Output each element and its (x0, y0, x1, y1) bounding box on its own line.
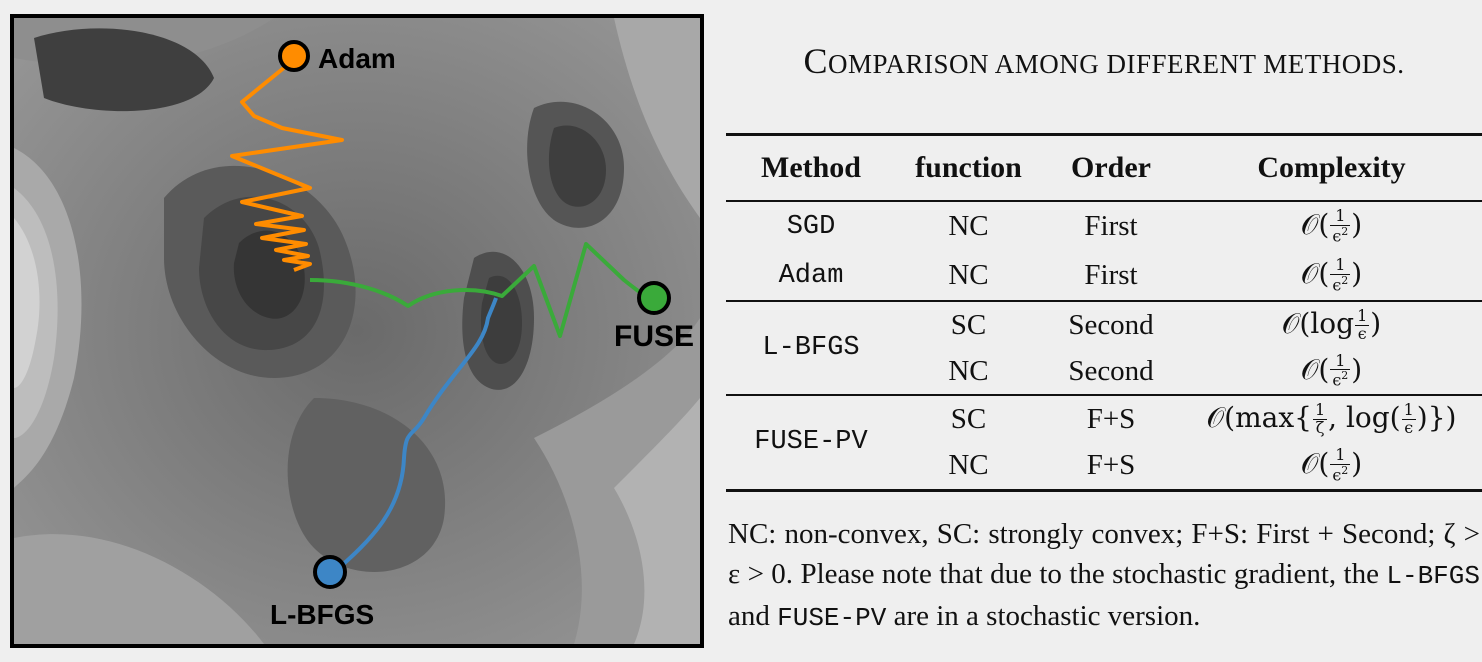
group-lbfgs: L-BFGS SC Second 𝒪(log 1 ϵ) NC Second 𝒪(1 ϵ… (726, 301, 1482, 395)
cell-complexity: 𝒪(max{1 ζ, log(1 ϵ)}) (1181, 395, 1482, 442)
fuse-trajectory (309, 242, 655, 338)
cell-method: L-BFGS (762, 333, 860, 363)
cell-order: First (1084, 210, 1138, 242)
caption-initial: C (803, 41, 828, 81)
cell-complexity: 𝒪(1 ϵ2) (1181, 201, 1482, 251)
complexity-formula: 𝒪(max{1 ζ, log(1 ϵ)}) (1206, 400, 1457, 438)
cell-order: Second (1068, 354, 1154, 387)
complexity-formula: 𝒪(1 ϵ2) (1300, 206, 1363, 246)
table-row: Adam NC First 𝒪(1 ϵ2) (726, 251, 1482, 301)
cell-order: Second (1068, 308, 1154, 341)
comparison-panel: COMPARISON AMONG DIFFERENT METHODS. Meth… (726, 0, 1482, 662)
cell-method: SGD (786, 211, 836, 242)
cell-order: F+S (1086, 402, 1136, 435)
note-text-1: NC: non-convex, SC: strongly convex; F+S… (728, 518, 1480, 590)
cell-method: Adam (778, 260, 844, 291)
table-row: NC Second 𝒪(1 ϵ2) (726, 348, 1482, 395)
table-caption: COMPARISON AMONG DIFFERENT METHODS. (726, 40, 1482, 82)
adam-start-marker (278, 40, 310, 72)
complexity-formula: 𝒪(1 ϵ2) (1300, 444, 1363, 484)
header-function: function (915, 151, 1022, 184)
lbfgs-label: L-BFGS (270, 599, 374, 630)
complexity-formula: 𝒪(1 ϵ2) (1300, 350, 1363, 390)
complexity-formula: 𝒪(1 ϵ2) (1300, 255, 1363, 295)
adam-label: Adam (318, 43, 396, 74)
comparison-table: Method function Order Complexity SGD NC … (726, 133, 1482, 492)
table-footnote: NC: non-convex, SC: strongly convex; F+S… (728, 514, 1480, 638)
fuse-start-marker (637, 281, 671, 315)
table-row: SGD NC First 𝒪(1 ϵ2) (726, 201, 1482, 251)
cell-function: NC (948, 210, 989, 242)
note-text-2: and (728, 600, 778, 632)
cell-complexity: 𝒪(1 ϵ2) (1181, 348, 1482, 395)
lbfgs-start-marker (313, 555, 347, 589)
cell-function: NC (948, 259, 989, 291)
header-method: Method (761, 151, 861, 184)
cell-order: First (1084, 259, 1138, 291)
table-row: NC F+S 𝒪(1 ϵ2) (726, 442, 1482, 490)
fuse-label: FUSE (614, 320, 694, 353)
caption-rest: OMPARISON AMONG DIFFERENT METHODS. (827, 49, 1405, 79)
contour-bands (14, 18, 700, 644)
cell-method: FUSE-PV (754, 427, 868, 458)
cell-complexity: 𝒪(log 1 ϵ) (1181, 301, 1482, 348)
note-text-3: are in a stochastic version. (886, 600, 1201, 632)
cell-function: NC (948, 448, 989, 481)
cell-function: SC (950, 402, 987, 435)
table-row: FUSE-PV SC F+S 𝒪(max{1 ζ, log(1 ϵ)}) (726, 395, 1482, 457)
cell-order: F+S (1086, 448, 1136, 481)
landscape-svg: Adam FUSE L-BFGS (14, 18, 700, 644)
group-fuse-pv: FUSE-PV SC F+S 𝒪(max{1 ζ, log(1 ϵ)}) NC F+… (726, 395, 1482, 490)
complexity-formula: 𝒪(log 1 ϵ) (1281, 306, 1382, 344)
note-code-lbfgs: L-BFGS (1386, 561, 1480, 591)
cell-complexity: 𝒪(1 ϵ2) (1181, 442, 1482, 490)
loss-landscape-figure: Adam FUSE L-BFGS (10, 14, 704, 648)
note-code-fuse: FUSE-PV (777, 603, 887, 633)
group-first-order: SGD NC First 𝒪(1 ϵ2) Adam NC First 𝒪(1 ϵ2) (726, 201, 1482, 301)
lbfgs-trajectory (330, 297, 498, 576)
adam-trajectory (230, 56, 344, 272)
table-row: L-BFGS SC Second 𝒪(log 1 ϵ) (726, 301, 1482, 363)
header-order: Order (1071, 151, 1151, 184)
cell-function: SC (950, 308, 987, 341)
cell-function: NC (948, 354, 989, 387)
cell-complexity: 𝒪(1 ϵ2) (1181, 251, 1482, 301)
header-complexity: Complexity (1257, 151, 1406, 184)
table-header-row: Method function Order Complexity (726, 134, 1482, 201)
